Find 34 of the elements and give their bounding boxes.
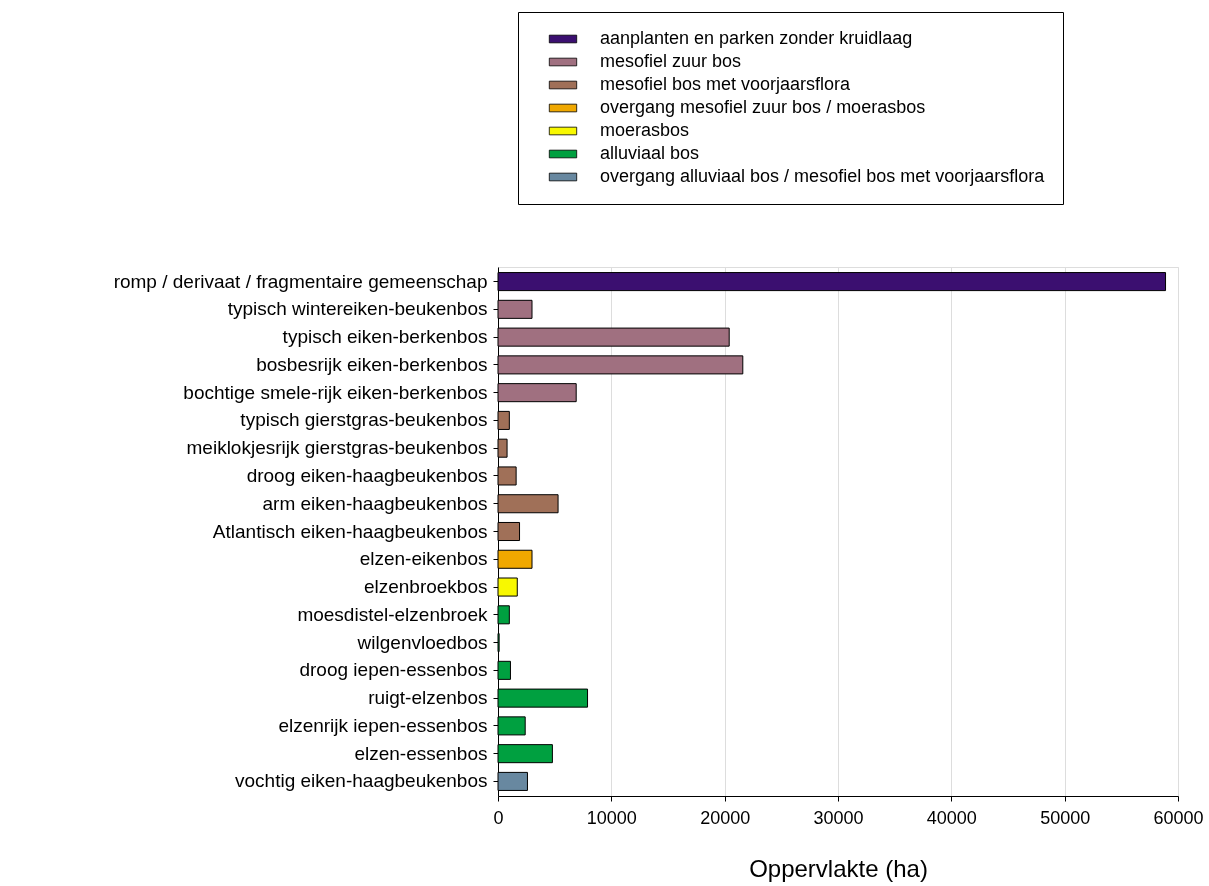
y-tick-label: vochtig eiken-haagbeukenbos	[235, 770, 488, 792]
x-tick-label: 20000	[700, 807, 751, 828]
y-tick-label: ruigt-elzenbos	[368, 687, 488, 709]
legend-label: overgang alluviaal bos / mesofiel bos met voorjaarsflora	[600, 166, 1046, 186]
y-tick-label: elzen-eikenbos	[359, 548, 488, 570]
y-tick-label: droog iepen-essenbos	[299, 659, 488, 681]
x-tick-label: 40000	[926, 807, 977, 828]
y-tick-label: typisch eiken-berkenbos	[282, 326, 488, 348]
legend-label: aanplanten en parken zonder kruidlaag	[600, 28, 913, 48]
x-axis-title: Oppervlakte (ha)	[749, 854, 928, 882]
y-tick-label: elzen-essenbos	[354, 742, 488, 764]
legend-label: overgang mesofiel zuur bos / moerasbos	[600, 97, 926, 117]
y-tick-label: bochtige smele-rijk eiken-berkenbos	[183, 381, 488, 403]
y-tick-label: bosbesrijk eiken-berkenbos	[256, 353, 488, 375]
x-tick-label: 50000	[1040, 807, 1091, 828]
x-tick-label: 60000	[1153, 807, 1204, 828]
legend-label: mesofiel zuur bos	[600, 51, 742, 71]
y-tick-label: meiklokjesrijk gierstgras-beukenbos	[186, 437, 488, 459]
x-tick-label: 10000	[586, 807, 637, 828]
y-tick-label: moesdistel-elzenbroek	[297, 603, 488, 625]
y-tick-label: elzenbroekbos	[363, 576, 488, 598]
y-tick-label: droog eiken-haagbeukenbos	[246, 464, 488, 486]
y-tick-label: Atlantisch eiken-haagbeukenbos	[212, 520, 488, 542]
x-tick-label: 30000	[813, 807, 864, 828]
y-tick-label: wilgenvloedbos	[356, 631, 488, 653]
legend-label: alluviaal bos	[600, 143, 700, 163]
y-tick-label: arm eiken-haagbeukenbos	[262, 492, 488, 514]
legend-label: moerasbos	[600, 120, 690, 140]
y-tick-label: romp / derivaat / fragmentaire gemeenschap	[113, 270, 488, 292]
y-tick-label: elzenrijk iepen-essenbos	[278, 714, 488, 736]
legend-label: mesofiel bos met voorjaarsflora	[600, 74, 852, 94]
y-tick-label: typisch gierstgras-beukenbos	[240, 409, 488, 431]
x-tick-label: 0	[493, 807, 504, 828]
y-tick-label: typisch wintereiken-beukenbos	[227, 298, 488, 320]
